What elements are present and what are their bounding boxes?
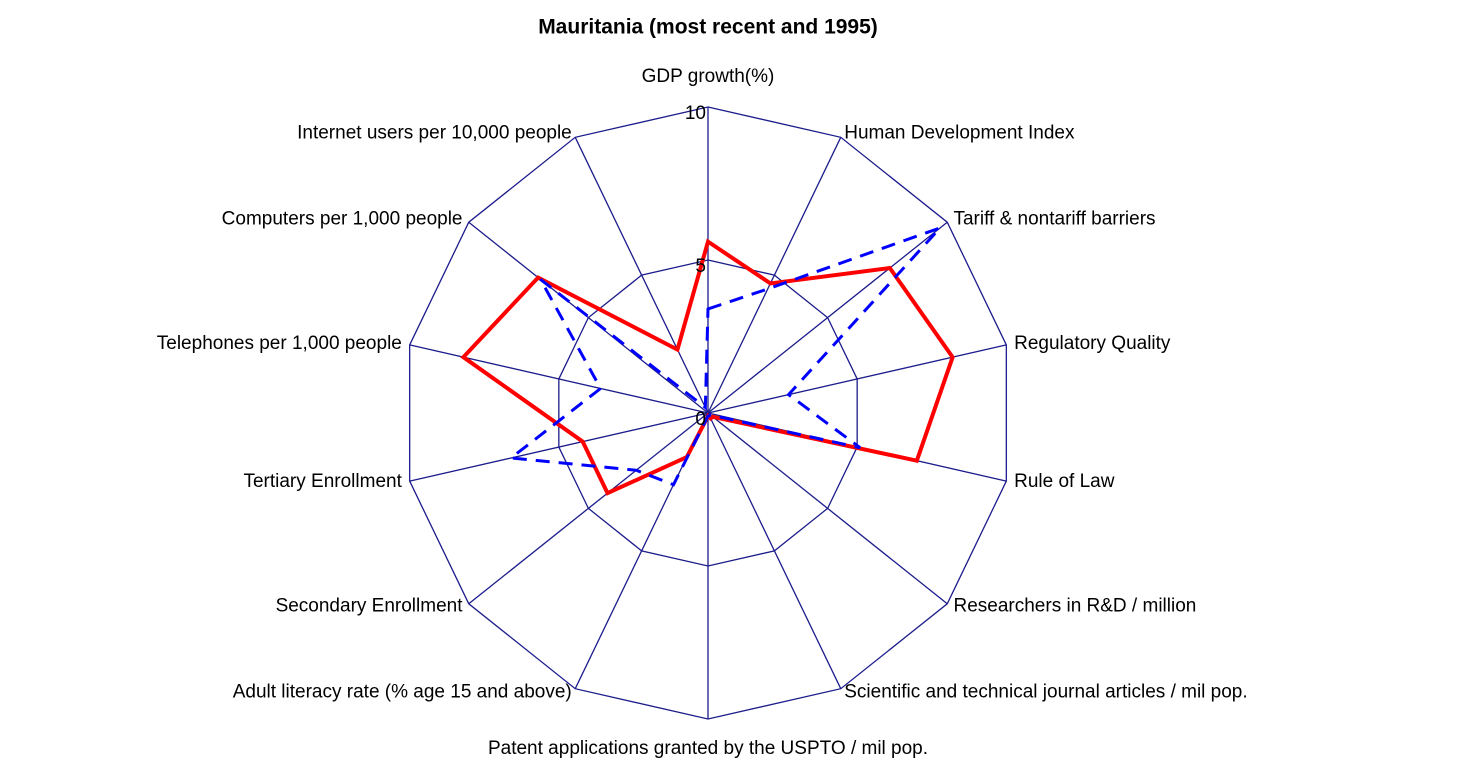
spoke xyxy=(707,412,842,689)
axis-label: Internet users per 10,000 people xyxy=(297,123,572,144)
axis-label: Secondary Enrollment xyxy=(276,595,464,616)
chart-title: Mauritania (most recent and 1995) xyxy=(538,16,878,39)
spoke xyxy=(409,412,709,482)
spoke xyxy=(707,344,1007,414)
axis-label: Patent applications granted by the USPTO… xyxy=(488,738,928,759)
spoke xyxy=(574,137,709,414)
axis-label: Adult literacy rate (% age 15 and above) xyxy=(233,681,572,702)
tick-label: 10 xyxy=(685,103,706,124)
axis-label: Human Development Index xyxy=(844,123,1075,144)
axis-label: Regulatory Quality xyxy=(1014,333,1171,354)
axis-label: Rule of Law xyxy=(1014,471,1115,492)
tick-label: 0 xyxy=(695,409,706,430)
spoke xyxy=(707,137,842,414)
spoke xyxy=(468,412,709,605)
tick-label: 5 xyxy=(695,256,706,277)
axis-label: Scientific and technical journal article… xyxy=(844,681,1247,702)
axis-label: GDP growth(%) xyxy=(642,66,775,87)
series-line xyxy=(507,226,942,487)
spoke xyxy=(707,412,948,605)
axis-label: Telephones per 1,000 people xyxy=(157,333,402,354)
spoke xyxy=(468,221,709,414)
axis-label: Tariff & nontariff barriers xyxy=(953,209,1155,230)
axis-label: Computers per 1,000 people xyxy=(222,209,463,230)
spoke xyxy=(409,344,709,414)
axis-label: Researchers in R&D / million xyxy=(953,595,1196,616)
spoke xyxy=(707,221,948,414)
axis-label: Tertiary Enrollment xyxy=(243,471,402,492)
